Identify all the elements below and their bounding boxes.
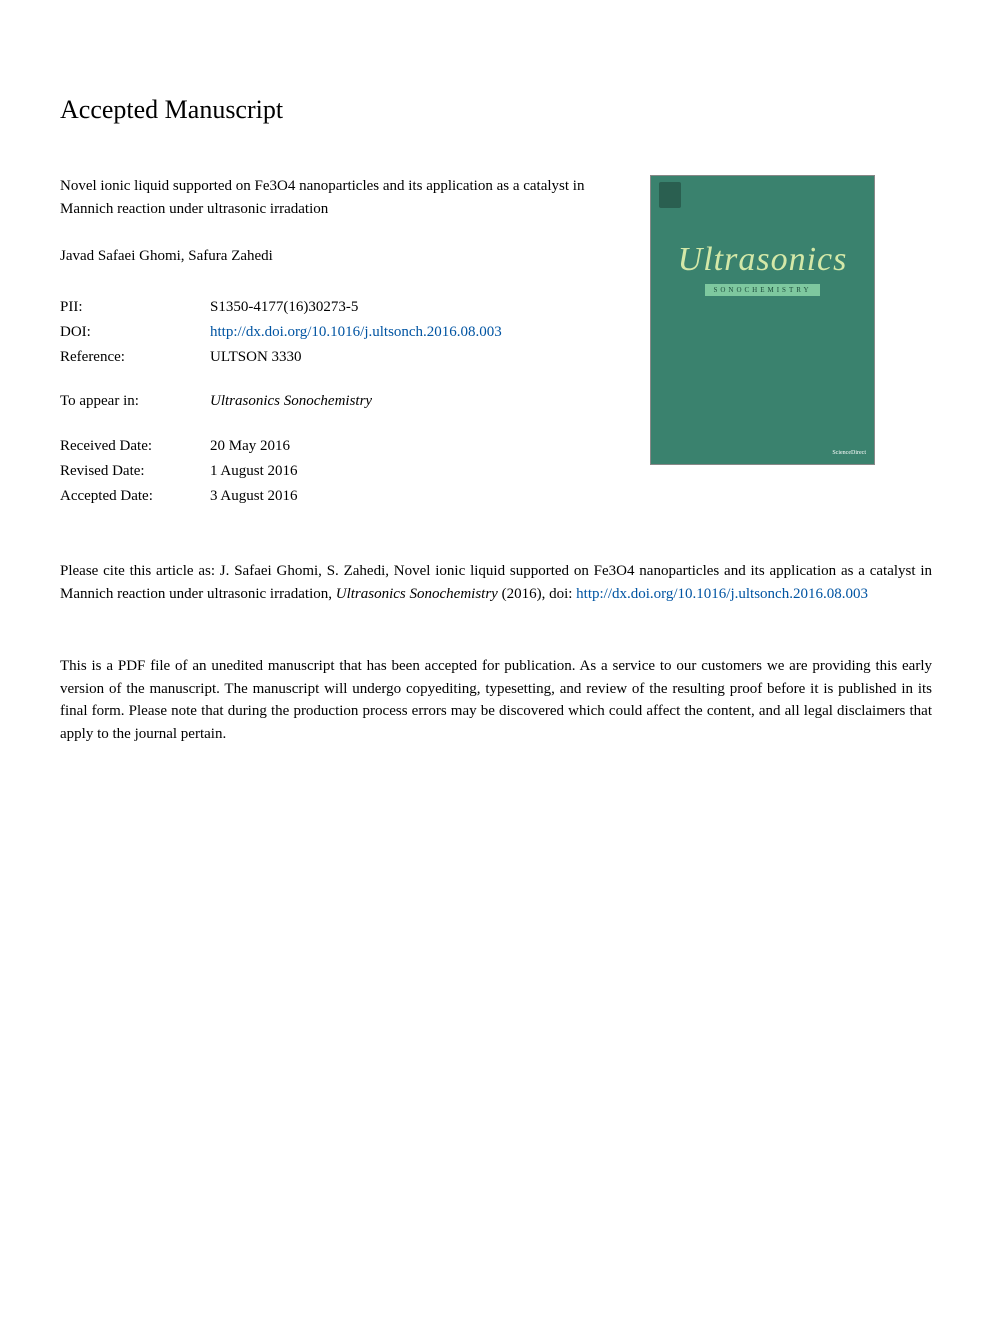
article-title: Novel ionic liquid supported on Fe3O4 na… — [60, 175, 620, 220]
disclaimer-text: This is a PDF file of an unedited manusc… — [60, 655, 932, 745]
metadata-row-doi: DOI: http://dx.doi.org/10.1016/j.ultsonc… — [60, 320, 620, 345]
metadata-label: Accepted Date: — [60, 484, 210, 509]
metadata-row-pii: PII: S1350-4177(16)30273-5 — [60, 295, 620, 320]
cover-journal-subtitle: SONOCHEMISTRY — [705, 284, 819, 296]
cover-title-area: Ultrasonics SONOCHEMISTRY — [651, 241, 874, 297]
metadata-value: 20 May 2016 — [210, 434, 620, 459]
metadata-label: Revised Date: — [60, 459, 210, 484]
content-area: Novel ionic liquid supported on Fe3O4 na… — [60, 175, 932, 530]
elsevier-logo-icon — [659, 182, 681, 208]
metadata-row-received: Received Date: 20 May 2016 — [60, 434, 620, 459]
citation-year: (2016), doi: — [498, 586, 576, 602]
metadata-row-to-appear: To appear in: Ultrasonics Sonochemistry — [60, 389, 620, 414]
metadata-value: ULTSON 3330 — [210, 345, 620, 370]
metadata-row-accepted: Accepted Date: 3 August 2016 — [60, 484, 620, 509]
metadata-label: To appear in: — [60, 389, 210, 414]
metadata-row-reference: Reference: ULTSON 3330 — [60, 345, 620, 370]
metadata-value: 1 August 2016 — [210, 459, 620, 484]
cover-footer: ScienceDirect — [659, 450, 866, 456]
metadata-table: PII: S1350-4177(16)30273-5 DOI: http://d… — [60, 295, 620, 508]
metadata-row-revised: Revised Date: 1 August 2016 — [60, 459, 620, 484]
page-heading: Accepted Manuscript — [60, 95, 932, 125]
doi-link[interactable]: http://dx.doi.org/10.1016/j.ultsonch.201… — [210, 320, 620, 345]
cover-footer-sciencedirect: ScienceDirect — [659, 450, 866, 456]
metadata-label: PII: — [60, 295, 210, 320]
metadata-label: Reference: — [60, 345, 210, 370]
journal-cover-thumbnail: Ultrasonics SONOCHEMISTRY ScienceDirect — [650, 175, 875, 465]
citation-journal: Ultrasonics Sonochemistry — [336, 586, 498, 602]
citation-text: Please cite this article as: J. Safaei G… — [60, 560, 932, 605]
metadata-label: DOI: — [60, 320, 210, 345]
metadata-value: 3 August 2016 — [210, 484, 620, 509]
metadata-value: Ultrasonics Sonochemistry — [210, 389, 620, 414]
left-column: Novel ionic liquid supported on Fe3O4 na… — [60, 175, 620, 530]
metadata-value: S1350-4177(16)30273-5 — [210, 295, 620, 320]
cover-header — [651, 176, 874, 224]
authors: Javad Safaei Ghomi, Safura Zahedi — [60, 248, 620, 265]
citation-section: Please cite this article as: J. Safaei G… — [60, 560, 932, 745]
metadata-label: Received Date: — [60, 434, 210, 459]
cover-journal-title: Ultrasonics — [651, 241, 874, 279]
citation-doi-link[interactable]: http://dx.doi.org/10.1016/j.ultsonch.201… — [576, 586, 868, 602]
